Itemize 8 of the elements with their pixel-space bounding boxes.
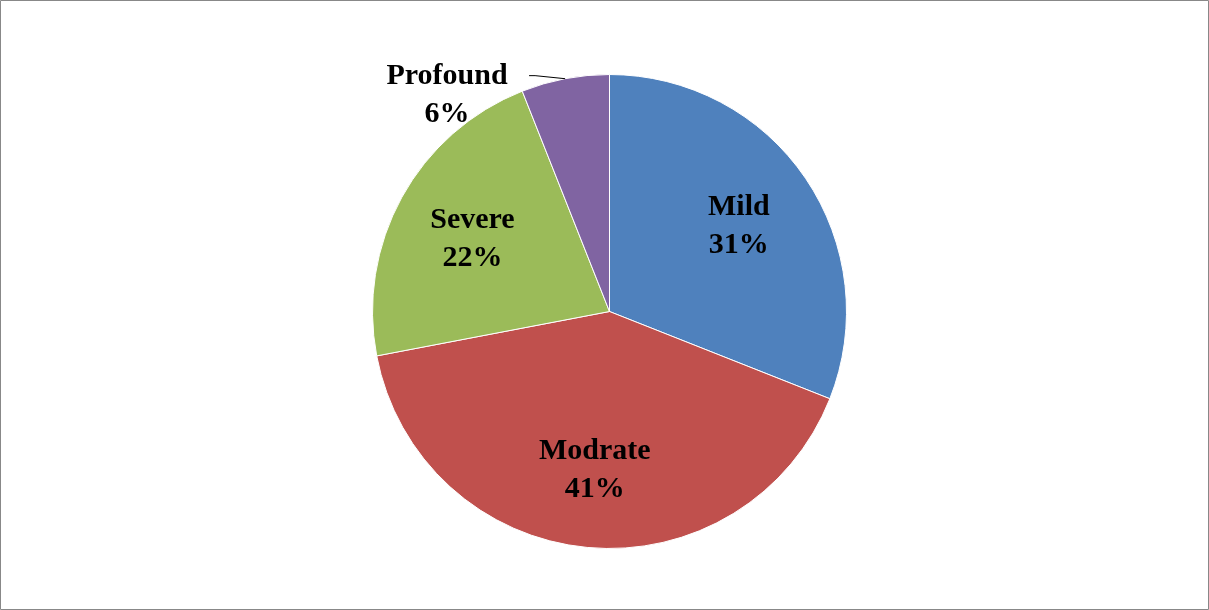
data-label: 31% [708, 226, 769, 260]
data-label: 22% [442, 238, 503, 272]
data-label: 6% [424, 95, 470, 129]
slice-label: Severe [430, 200, 515, 234]
slice-label: Modrate [538, 431, 651, 465]
data-label: 41% [564, 469, 625, 503]
slice-label: Profound [386, 57, 508, 91]
slice-label: Mild [708, 188, 771, 222]
